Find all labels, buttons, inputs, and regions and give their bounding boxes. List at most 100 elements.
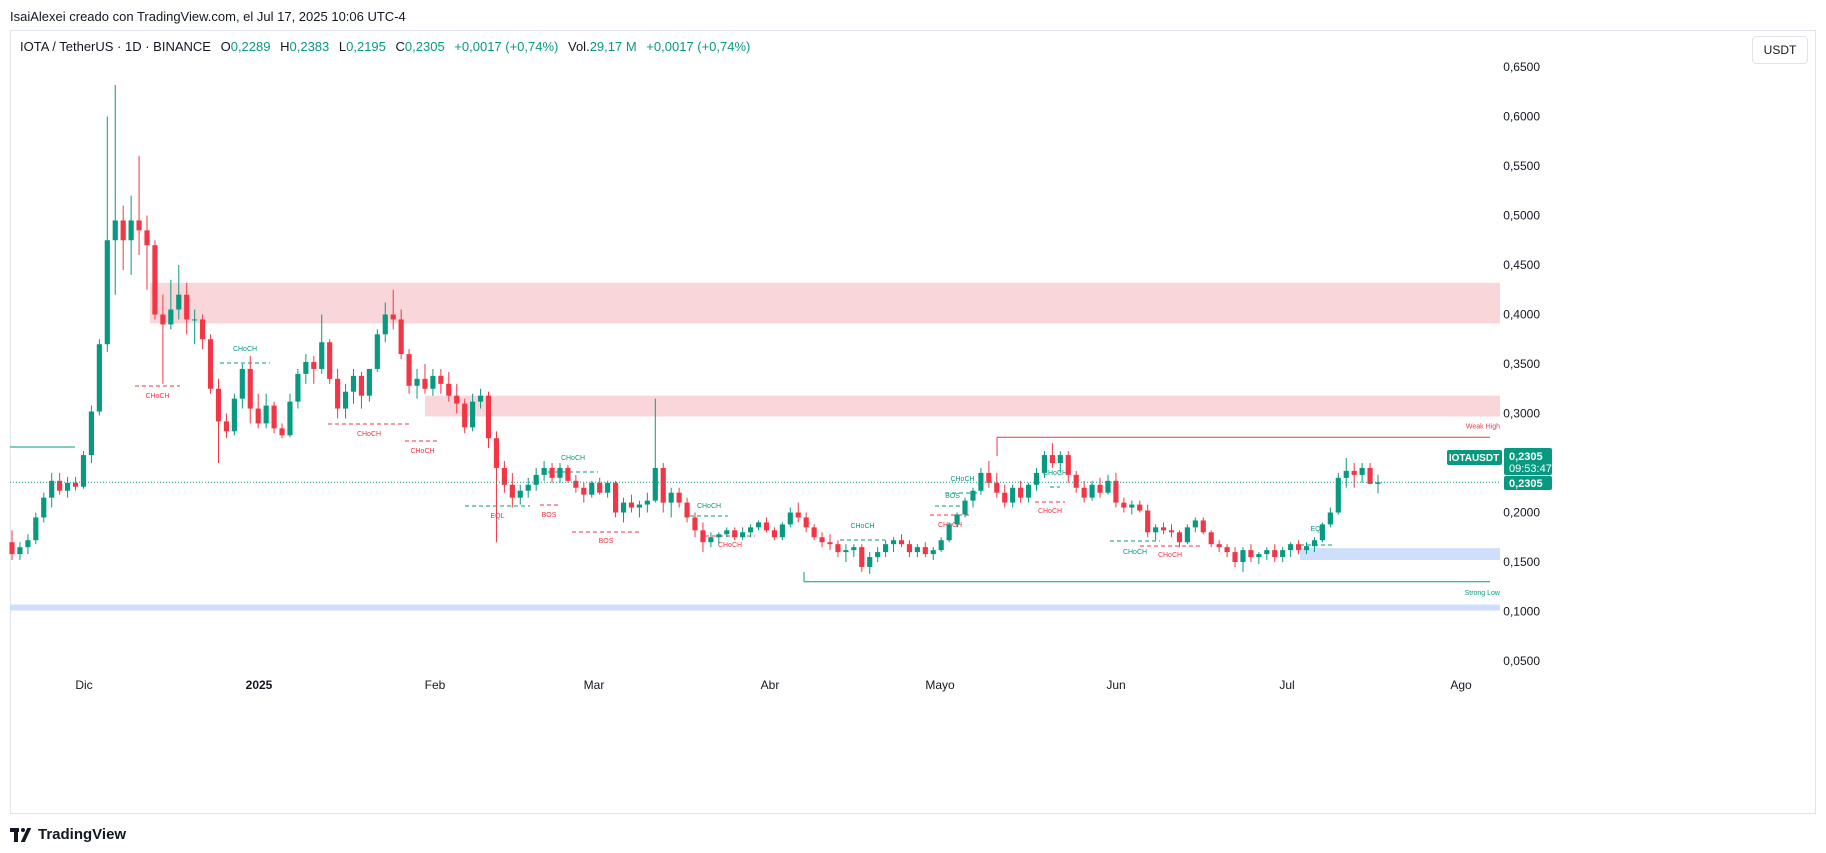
candle bbox=[581, 482, 587, 503]
candle bbox=[279, 423, 285, 439]
time-tick: Abr bbox=[761, 678, 780, 692]
candle bbox=[1145, 504, 1151, 538]
candle bbox=[732, 527, 738, 541]
candle bbox=[1192, 517, 1198, 533]
candle bbox=[644, 492, 650, 513]
time-tick: Jun bbox=[1106, 678, 1125, 692]
open-value: 0,2289 bbox=[230, 39, 271, 54]
candle bbox=[1121, 497, 1127, 513]
candle bbox=[1033, 467, 1040, 491]
structure-label: EQL bbox=[1310, 526, 1324, 533]
ohlc-legend: IOTA / TetherUS · 1D · BINANCE O0,2289 H… bbox=[20, 39, 750, 54]
candle bbox=[779, 522, 785, 541]
candle bbox=[763, 517, 770, 533]
candle bbox=[740, 527, 746, 541]
candle bbox=[867, 552, 873, 574]
candle bbox=[811, 524, 817, 541]
candle bbox=[613, 480, 619, 518]
candle bbox=[565, 464, 571, 483]
structure-label: CHoCH bbox=[850, 523, 874, 530]
candle bbox=[875, 547, 881, 562]
structure-label: CHoCH bbox=[233, 346, 257, 353]
candle bbox=[1208, 530, 1214, 548]
candle bbox=[41, 492, 47, 523]
close-value: 0,2305 bbox=[404, 39, 445, 54]
candle bbox=[557, 463, 563, 483]
candle bbox=[573, 474, 579, 493]
candle bbox=[636, 500, 642, 518]
candle bbox=[271, 401, 277, 434]
candle bbox=[954, 512, 960, 528]
open-label: O bbox=[220, 39, 231, 54]
candle bbox=[533, 467, 539, 491]
candle bbox=[17, 542, 23, 561]
currency-button[interactable]: USDT bbox=[1752, 36, 1808, 64]
candle bbox=[1224, 544, 1230, 558]
candle bbox=[200, 314, 206, 350]
tradingview-logo-icon bbox=[10, 827, 40, 842]
candle bbox=[1327, 507, 1333, 528]
candle bbox=[843, 544, 849, 562]
candle bbox=[946, 522, 952, 543]
candle bbox=[57, 472, 63, 495]
candle bbox=[128, 195, 134, 275]
symbol-title[interactable]: IOTA / TetherUS · 1D · BINANCE bbox=[20, 39, 211, 54]
candle bbox=[176, 265, 182, 320]
price-tick: 0,6000 bbox=[1503, 110, 1540, 124]
candle bbox=[422, 364, 428, 394]
time-tick: Dic bbox=[75, 678, 92, 692]
candle bbox=[1359, 463, 1365, 483]
candle bbox=[962, 497, 968, 518]
time-tick: Mar bbox=[584, 678, 605, 692]
time-tick: Jul bbox=[1279, 678, 1294, 692]
candle bbox=[883, 540, 889, 558]
low-label: L bbox=[338, 39, 347, 54]
candle bbox=[366, 368, 372, 402]
price-tick: 0,6500 bbox=[1503, 60, 1540, 74]
structure-label: CHoCH bbox=[561, 455, 585, 462]
candle bbox=[215, 378, 222, 463]
candle bbox=[1137, 500, 1143, 513]
time-tick: 2025 bbox=[246, 678, 273, 692]
change-value: +0,0017 (+0,74%) bbox=[454, 39, 559, 54]
candle bbox=[136, 156, 142, 256]
candle bbox=[207, 334, 214, 394]
structure-label: BOS bbox=[542, 512, 557, 519]
price-tick: 0,3500 bbox=[1503, 357, 1540, 371]
structure-label: CHoCH bbox=[1123, 549, 1147, 556]
candle bbox=[1160, 522, 1167, 535]
brand-name: TradingView bbox=[38, 826, 127, 843]
candle bbox=[676, 487, 682, 508]
candle bbox=[748, 524, 754, 538]
structure-label: CHoCH bbox=[410, 448, 434, 455]
candle bbox=[374, 329, 380, 372]
volume-label: Vol. bbox=[568, 39, 590, 54]
candle bbox=[509, 472, 515, 508]
chart-frame bbox=[10, 30, 1816, 814]
candle bbox=[470, 393, 476, 432]
candle bbox=[1176, 530, 1183, 548]
candle bbox=[1057, 451, 1063, 473]
structure-label: BOS bbox=[945, 493, 960, 500]
tradingview-brand[interactable]: TradingView bbox=[10, 826, 126, 843]
candle bbox=[668, 487, 674, 518]
candle bbox=[819, 532, 825, 548]
candle bbox=[930, 547, 936, 561]
candle bbox=[1256, 552, 1262, 564]
candle bbox=[1311, 537, 1318, 553]
structure-label: CHoCH bbox=[1158, 552, 1182, 559]
time-tick: Mayo bbox=[925, 678, 955, 692]
candle bbox=[184, 282, 190, 335]
candle bbox=[1335, 472, 1341, 515]
candle bbox=[1089, 480, 1095, 501]
candle bbox=[1232, 547, 1238, 567]
chart-credit: IsaiAlexei creado con TradingView.com, e… bbox=[10, 9, 406, 24]
candle bbox=[1073, 470, 1079, 493]
candle bbox=[906, 540, 913, 558]
candle bbox=[1049, 443, 1055, 468]
candle bbox=[970, 487, 976, 508]
candle bbox=[605, 480, 611, 498]
high-value: 0,2383 bbox=[289, 39, 330, 54]
candle bbox=[938, 537, 944, 553]
